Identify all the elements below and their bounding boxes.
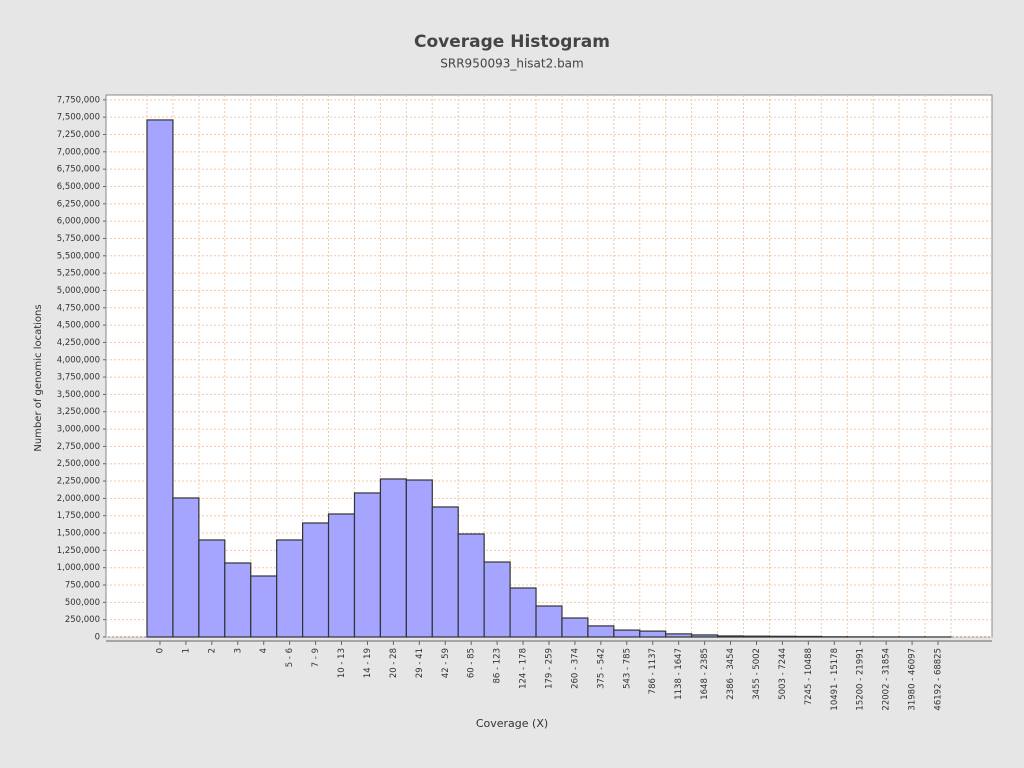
y-tick-label: 1,250,000 [57,546,100,556]
plot-area [105,94,993,638]
bar [561,617,589,638]
x-tick-label: 3455 - 5002 [752,648,762,700]
y-tick-label: 2,000,000 [57,494,100,504]
bar [302,522,330,638]
bar [768,635,796,638]
bar [716,635,745,638]
y-tick-label: 750,000 [65,581,100,591]
bar [639,630,667,638]
bar [379,478,407,638]
x-tick-label: 3 [233,648,243,653]
x-tick-label: 1 [181,648,191,653]
bar [276,539,304,638]
y-tick-label: 3,250,000 [57,407,100,417]
x-tick-label: 46192 - 68825 [934,648,944,711]
bar [353,492,382,638]
y-tick-label: 2,500,000 [57,459,100,469]
y-tick-label: 3,500,000 [57,390,100,400]
y-tick-label: 1,500,000 [57,529,100,539]
bar [250,575,278,638]
y-tick-label: 6,000,000 [57,217,100,227]
x-axis-label: Coverage (X) [476,717,548,730]
bar [509,587,537,638]
y-tick-label: 0 [95,633,100,643]
x-tick-label: 4 [259,648,269,653]
y-tick-label: 4,750,000 [57,303,100,313]
y-tick-label: 2,750,000 [57,442,100,452]
y-tick-label: 5,750,000 [57,234,100,244]
y-tick-label: 7,750,000 [57,95,100,105]
chart-title: Coverage Histogram [414,32,610,52]
x-tick-label: 60 - 85 [467,648,477,678]
x-tick-label: 1138 - 1647 [674,648,684,700]
bar [198,539,226,638]
bar [535,605,563,638]
bar [587,625,615,638]
bar [691,634,719,638]
chart-subtitle: SRR950093_hisat2.bam [440,57,583,71]
y-tick-label: 4,250,000 [57,338,100,348]
x-tick-label: 86 - 123 [493,648,503,684]
y-tick-label: 3,750,000 [57,373,100,383]
y-tick-label: 6,250,000 [57,199,100,209]
x-tick-label: 543 - 785 [622,648,632,689]
bar [483,561,511,638]
bar [172,497,200,638]
x-tick-label: 2386 - 3454 [726,648,736,700]
x-tick-label: 20 - 28 [389,648,399,678]
x-tick-label: 7 - 9 [311,648,321,667]
x-tick-label: 0 [155,648,165,653]
x-tick-label: 29 - 41 [415,648,425,678]
x-tick-label: 31980 - 46097 [908,648,918,711]
x-tick-label: 786 - 1137 [648,648,658,694]
y-tick-label: 4,500,000 [57,321,100,331]
y-tick-label: 1,750,000 [57,511,100,521]
bar [665,633,693,638]
x-tick-label: 10 - 13 [337,648,347,678]
x-tick-label: 124 - 178 [519,648,529,689]
x-tick-label: 42 - 59 [441,648,451,678]
x-tick-label: 260 - 374 [570,648,580,689]
y-tick-label: 4,000,000 [57,355,100,365]
bar [224,562,252,638]
x-tick-label: 15200 - 21991 [856,648,866,711]
y-tick-label: 3,000,000 [57,425,100,435]
y-tick-label: 1,000,000 [57,563,100,573]
y-tick-label: 5,250,000 [57,269,100,279]
y-tick-label: 500,000 [65,598,100,608]
bar [794,635,822,638]
bar [405,479,433,638]
bar [431,506,459,638]
bar [742,635,771,638]
x-tick-label: 1648 - 2385 [700,648,710,700]
x-tick-label: 179 - 259 [545,648,555,689]
y-tick-label: 2,250,000 [57,477,100,487]
y-tick-label: 7,250,000 [57,130,100,140]
bar [327,513,356,638]
x-tick-label: 7245 - 10488 [804,648,814,705]
x-tick-label: 2 [207,648,217,653]
y-tick-label: 6,500,000 [57,182,100,192]
x-tick-label: 14 - 19 [363,648,373,678]
bar [457,533,485,638]
y-tick-label: 5,500,000 [57,251,100,261]
x-tick-label: 5 - 6 [285,648,295,667]
y-axis-label: Number of genomic locations [33,304,44,451]
x-tick-label: 22002 - 31854 [882,648,892,711]
y-tick-label: 7,500,000 [57,113,100,123]
bar [613,629,641,638]
x-tick-label: 375 - 542 [596,648,606,689]
y-tick-label: 250,000 [65,615,100,625]
y-tick-label: 5,000,000 [57,286,100,296]
y-tick-label: 6,750,000 [57,165,100,175]
bar [146,119,174,638]
x-tick-label: 10491 - 15178 [830,648,840,711]
x-tick-label: 5003 - 7244 [778,648,788,700]
y-tick-label: 7,000,000 [57,147,100,157]
